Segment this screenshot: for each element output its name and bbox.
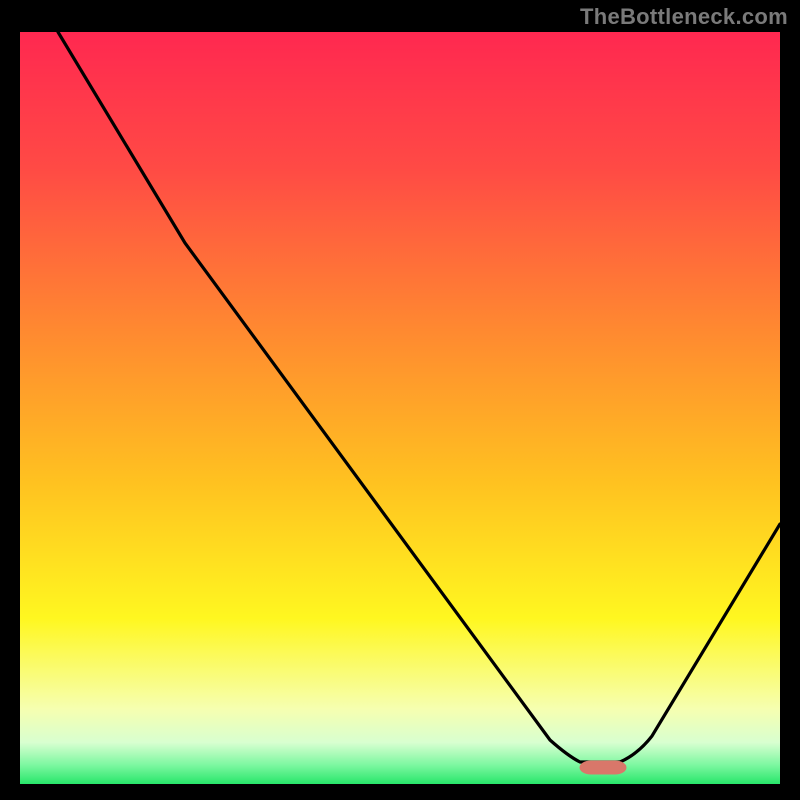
chart-svg xyxy=(20,32,780,784)
chart-frame: TheBottleneck.com xyxy=(0,0,800,800)
watermark-text: TheBottleneck.com xyxy=(580,4,788,30)
gradient-background xyxy=(20,32,780,784)
plot-area xyxy=(20,32,780,784)
optimal-marker xyxy=(580,761,626,774)
